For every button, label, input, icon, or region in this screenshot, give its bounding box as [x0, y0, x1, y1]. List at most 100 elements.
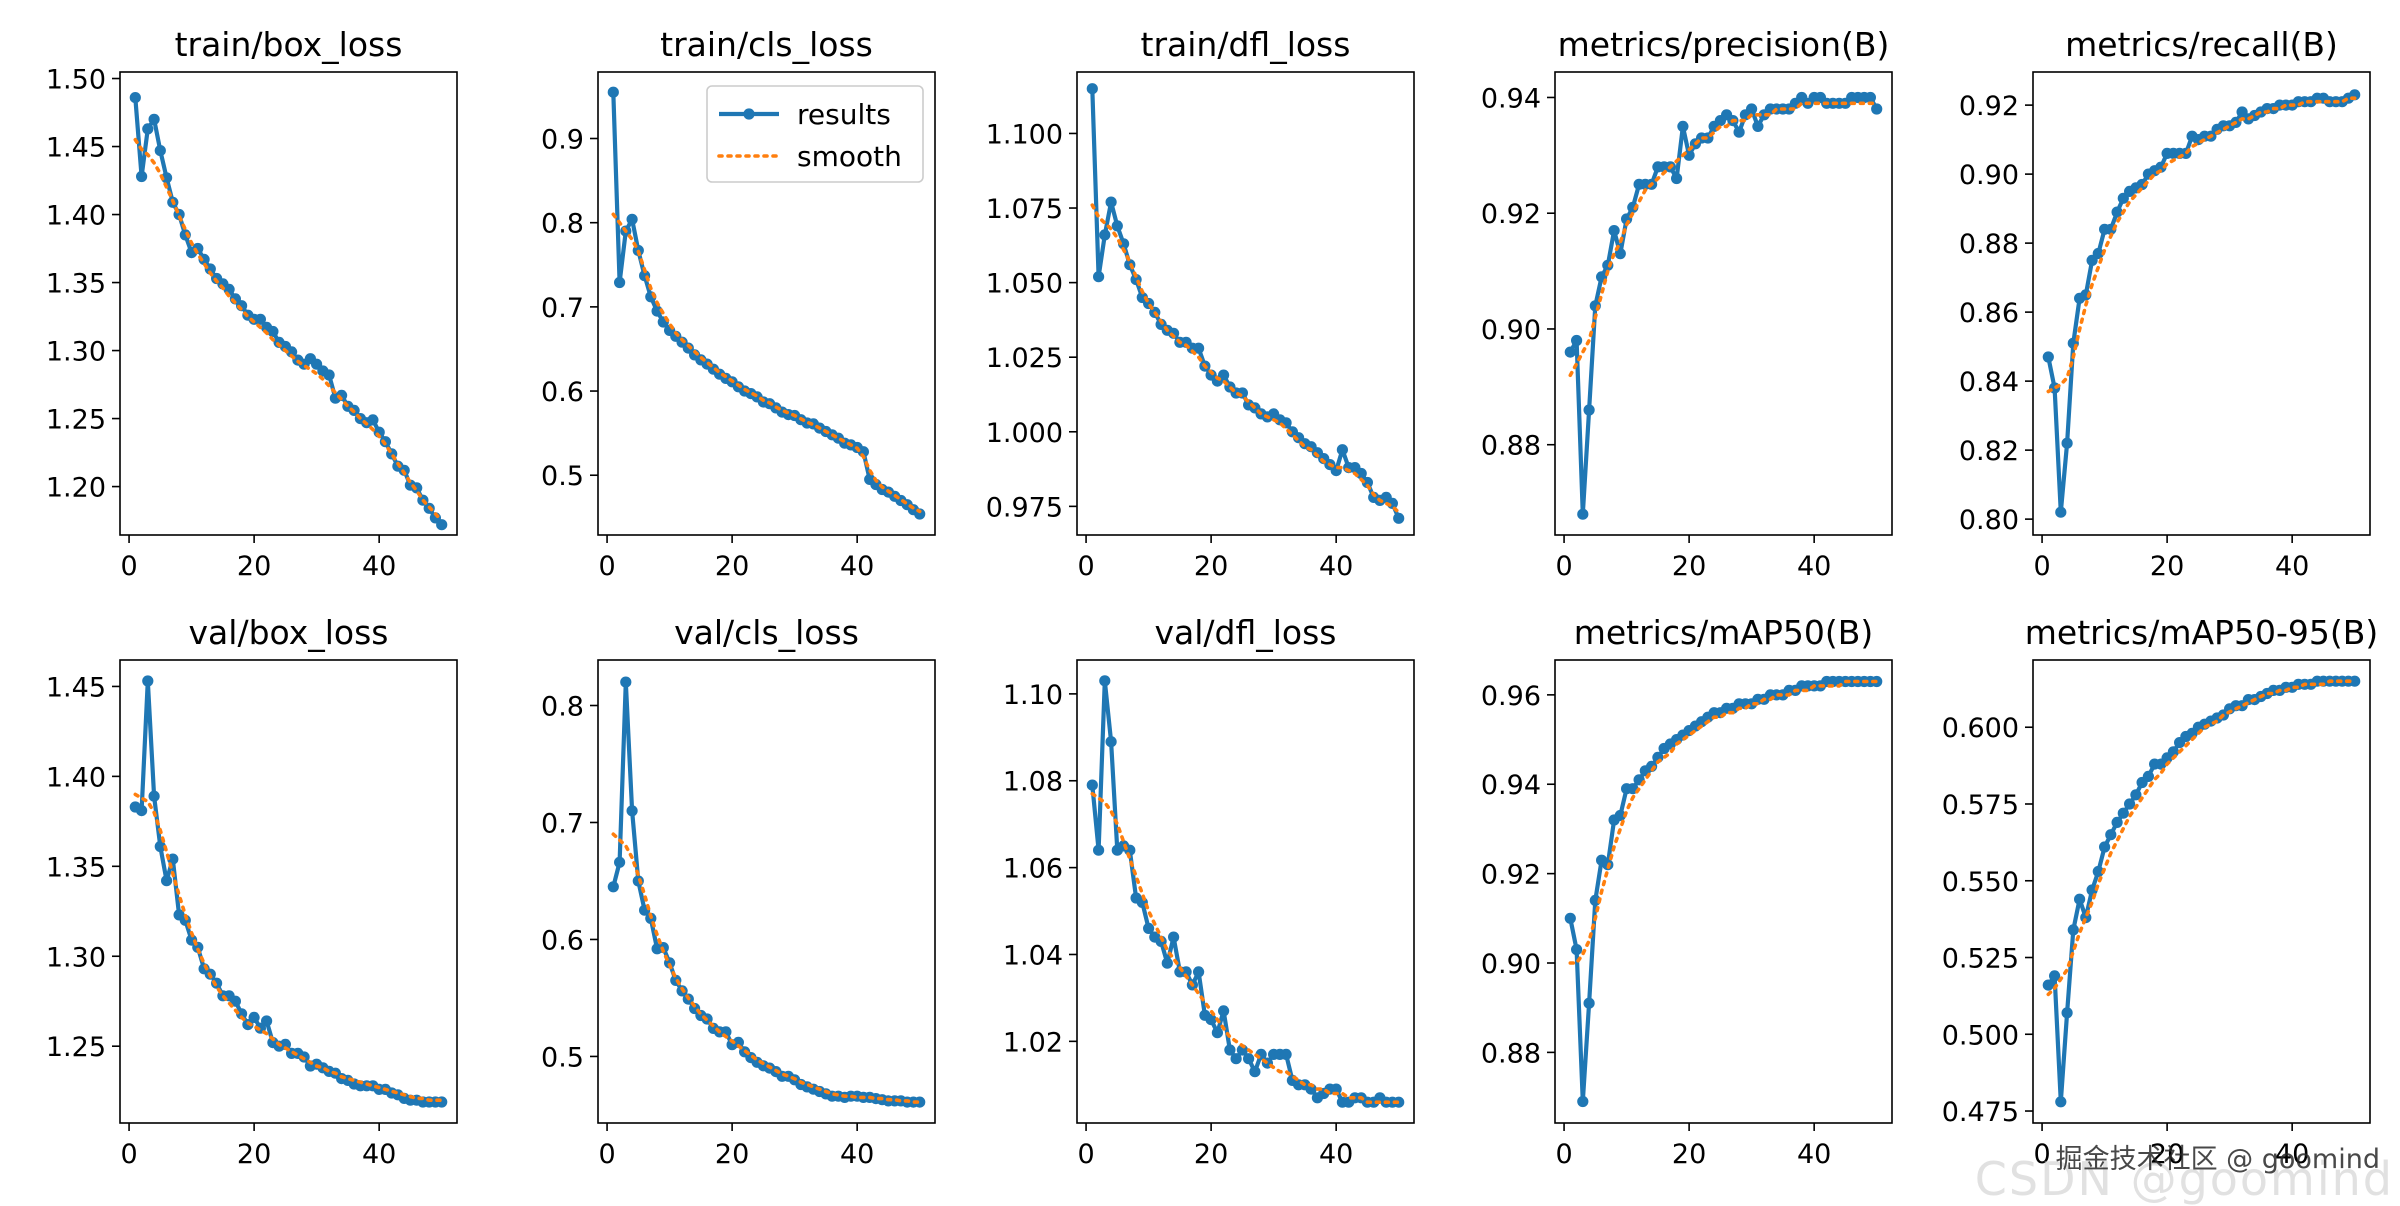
x-tick-label: 40	[1797, 1139, 1831, 1170]
results-point	[1086, 83, 1098, 95]
subplot-title: metrics/mAP50-95(B)	[2025, 613, 2378, 652]
x-tick-label: 20	[715, 1139, 749, 1170]
y-tick-label: 1.100	[986, 119, 1063, 150]
results-point	[607, 86, 619, 98]
subplot-7: val/dfl_loss 0 20 40 1.02 1.04 1.06 1.08 1.10	[1003, 613, 1415, 1170]
results-point	[1205, 1014, 1217, 1026]
results-point	[1393, 512, 1405, 524]
results-point	[286, 346, 298, 358]
y-tick-label: 0.94	[1481, 83, 1541, 114]
y-tick-label: 0.90	[1481, 315, 1541, 346]
y-tick-label: 0.9	[541, 125, 584, 156]
watermark-ghost: CSDN @goomind	[1974, 1152, 2394, 1206]
x-tick-label: 40	[840, 1139, 874, 1170]
axes-frame	[1554, 659, 1893, 1124]
results-point	[254, 313, 266, 325]
results-point	[620, 676, 632, 688]
results-point	[367, 414, 379, 426]
results-point	[161, 875, 173, 887]
smooth-line	[133, 792, 444, 1102]
axes-frame	[597, 659, 936, 1124]
results-point	[2124, 798, 2136, 810]
x-tick-label: 20	[1194, 1139, 1228, 1170]
results-point	[148, 113, 160, 125]
subplot-title: metrics/recall(B)	[2065, 25, 2338, 64]
y-tick-label: 0.6	[541, 377, 584, 408]
results-line	[2046, 92, 2356, 515]
results-point	[1583, 997, 1595, 1009]
results-point	[2117, 807, 2129, 819]
x-tick-label: 0	[1077, 1139, 1094, 1170]
results-point	[2155, 161, 2167, 173]
y-tick-label: 0.6	[541, 925, 584, 956]
results-point	[148, 790, 160, 802]
results-point	[1564, 346, 1576, 358]
results-line	[1090, 678, 1399, 1105]
results-point	[1871, 103, 1883, 115]
y-tick-label: 0.475	[1942, 1097, 2019, 1128]
y-tick-label: 1.50	[46, 65, 106, 96]
y-tick-label: 1.45	[46, 672, 106, 703]
axes-frame	[1076, 659, 1415, 1124]
y-tick-label: 0.550	[1942, 867, 2019, 898]
y-tick-label: 1.25	[46, 1032, 106, 1063]
results-point	[2099, 841, 2111, 853]
y-tick-label: 0.7	[541, 808, 584, 839]
subplot-2: train/dfl_loss 0 20 40 0.975 1.000 1.025 1.050 1…	[986, 25, 1415, 582]
results-point	[1608, 225, 1620, 237]
results-point	[136, 170, 148, 183]
x-tick-label: 20	[715, 551, 749, 582]
results-line	[1568, 95, 1879, 517]
x-tick-label: 0	[120, 551, 137, 582]
results-point	[651, 305, 663, 317]
y-tick-label: 0.88	[1481, 431, 1541, 462]
y-tick-label: 0.90	[1959, 160, 2019, 191]
smooth-line	[1090, 203, 1401, 515]
results-point	[1280, 1048, 1292, 1060]
results-point	[1249, 1066, 1261, 1078]
smooth-line	[133, 137, 444, 523]
results-point	[1583, 404, 1595, 416]
subplot-title: train/dfl_loss	[1141, 25, 1351, 64]
subplot-title: val/dfl_loss	[1154, 613, 1336, 652]
y-tick-label: 0.86	[1959, 298, 2019, 329]
results-line	[133, 97, 444, 527]
y-tick-label: 0.5	[541, 1042, 584, 1073]
results-point	[1193, 966, 1205, 978]
subplot-title: val/box_loss	[189, 613, 389, 652]
results-point	[1746, 103, 1758, 115]
axes-frame	[597, 71, 936, 536]
subplot-title: metrics/mAP50(B)	[1574, 613, 1874, 652]
results-point	[2086, 884, 2098, 896]
results-point	[626, 805, 638, 817]
results-point	[279, 1038, 291, 1050]
results-line	[611, 679, 920, 1105]
y-tick-label: 0.94	[1481, 770, 1541, 801]
y-tick-label: 1.25	[46, 405, 106, 436]
results-point	[626, 213, 638, 225]
results-point	[1218, 1005, 1230, 1017]
y-tick-label: 0.8	[541, 209, 584, 240]
y-tick-label: 1.08	[1003, 767, 1063, 798]
results-point	[1677, 120, 1689, 132]
y-tick-label: 1.025	[986, 343, 1063, 374]
x-tick-label: 40	[1319, 1139, 1353, 1170]
x-tick-label: 20	[1194, 551, 1228, 582]
subplot-title: metrics/precision(B)	[1558, 25, 1890, 64]
y-tick-label: 1.35	[46, 852, 106, 883]
results-point	[1111, 220, 1123, 232]
results-point	[2042, 351, 2054, 363]
y-tick-label: 1.050	[986, 269, 1063, 300]
results-point	[1155, 935, 1167, 948]
y-tick-label: 1.40	[46, 762, 106, 793]
y-tick-label: 0.8	[541, 692, 584, 723]
y-tick-label: 0.575	[1942, 790, 2019, 821]
results-point	[614, 276, 626, 289]
results-point	[1864, 91, 1876, 104]
results-point	[1243, 1053, 1255, 1065]
subplot-9: metrics/mAP50-95(B) 0 20 40 0.475 0.500 0.525 0…	[1942, 613, 2379, 1170]
results-point	[2092, 247, 2104, 260]
x-tick-label: 0	[1555, 1139, 1572, 1170]
results-point	[1105, 196, 1117, 208]
axes-frame	[2032, 71, 2371, 536]
